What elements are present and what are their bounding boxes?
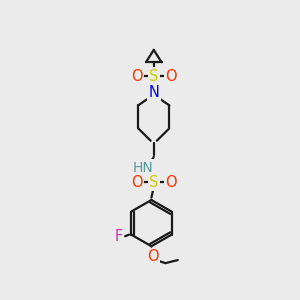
Text: O: O — [131, 175, 142, 190]
Text: O: O — [131, 68, 142, 83]
Text: O: O — [165, 175, 177, 190]
Text: S: S — [149, 175, 158, 190]
Text: N: N — [148, 85, 159, 100]
Text: S: S — [149, 68, 158, 83]
Text: F: F — [115, 229, 123, 244]
Text: O: O — [165, 68, 177, 83]
Text: O: O — [147, 250, 159, 265]
Text: HN: HN — [133, 161, 153, 175]
